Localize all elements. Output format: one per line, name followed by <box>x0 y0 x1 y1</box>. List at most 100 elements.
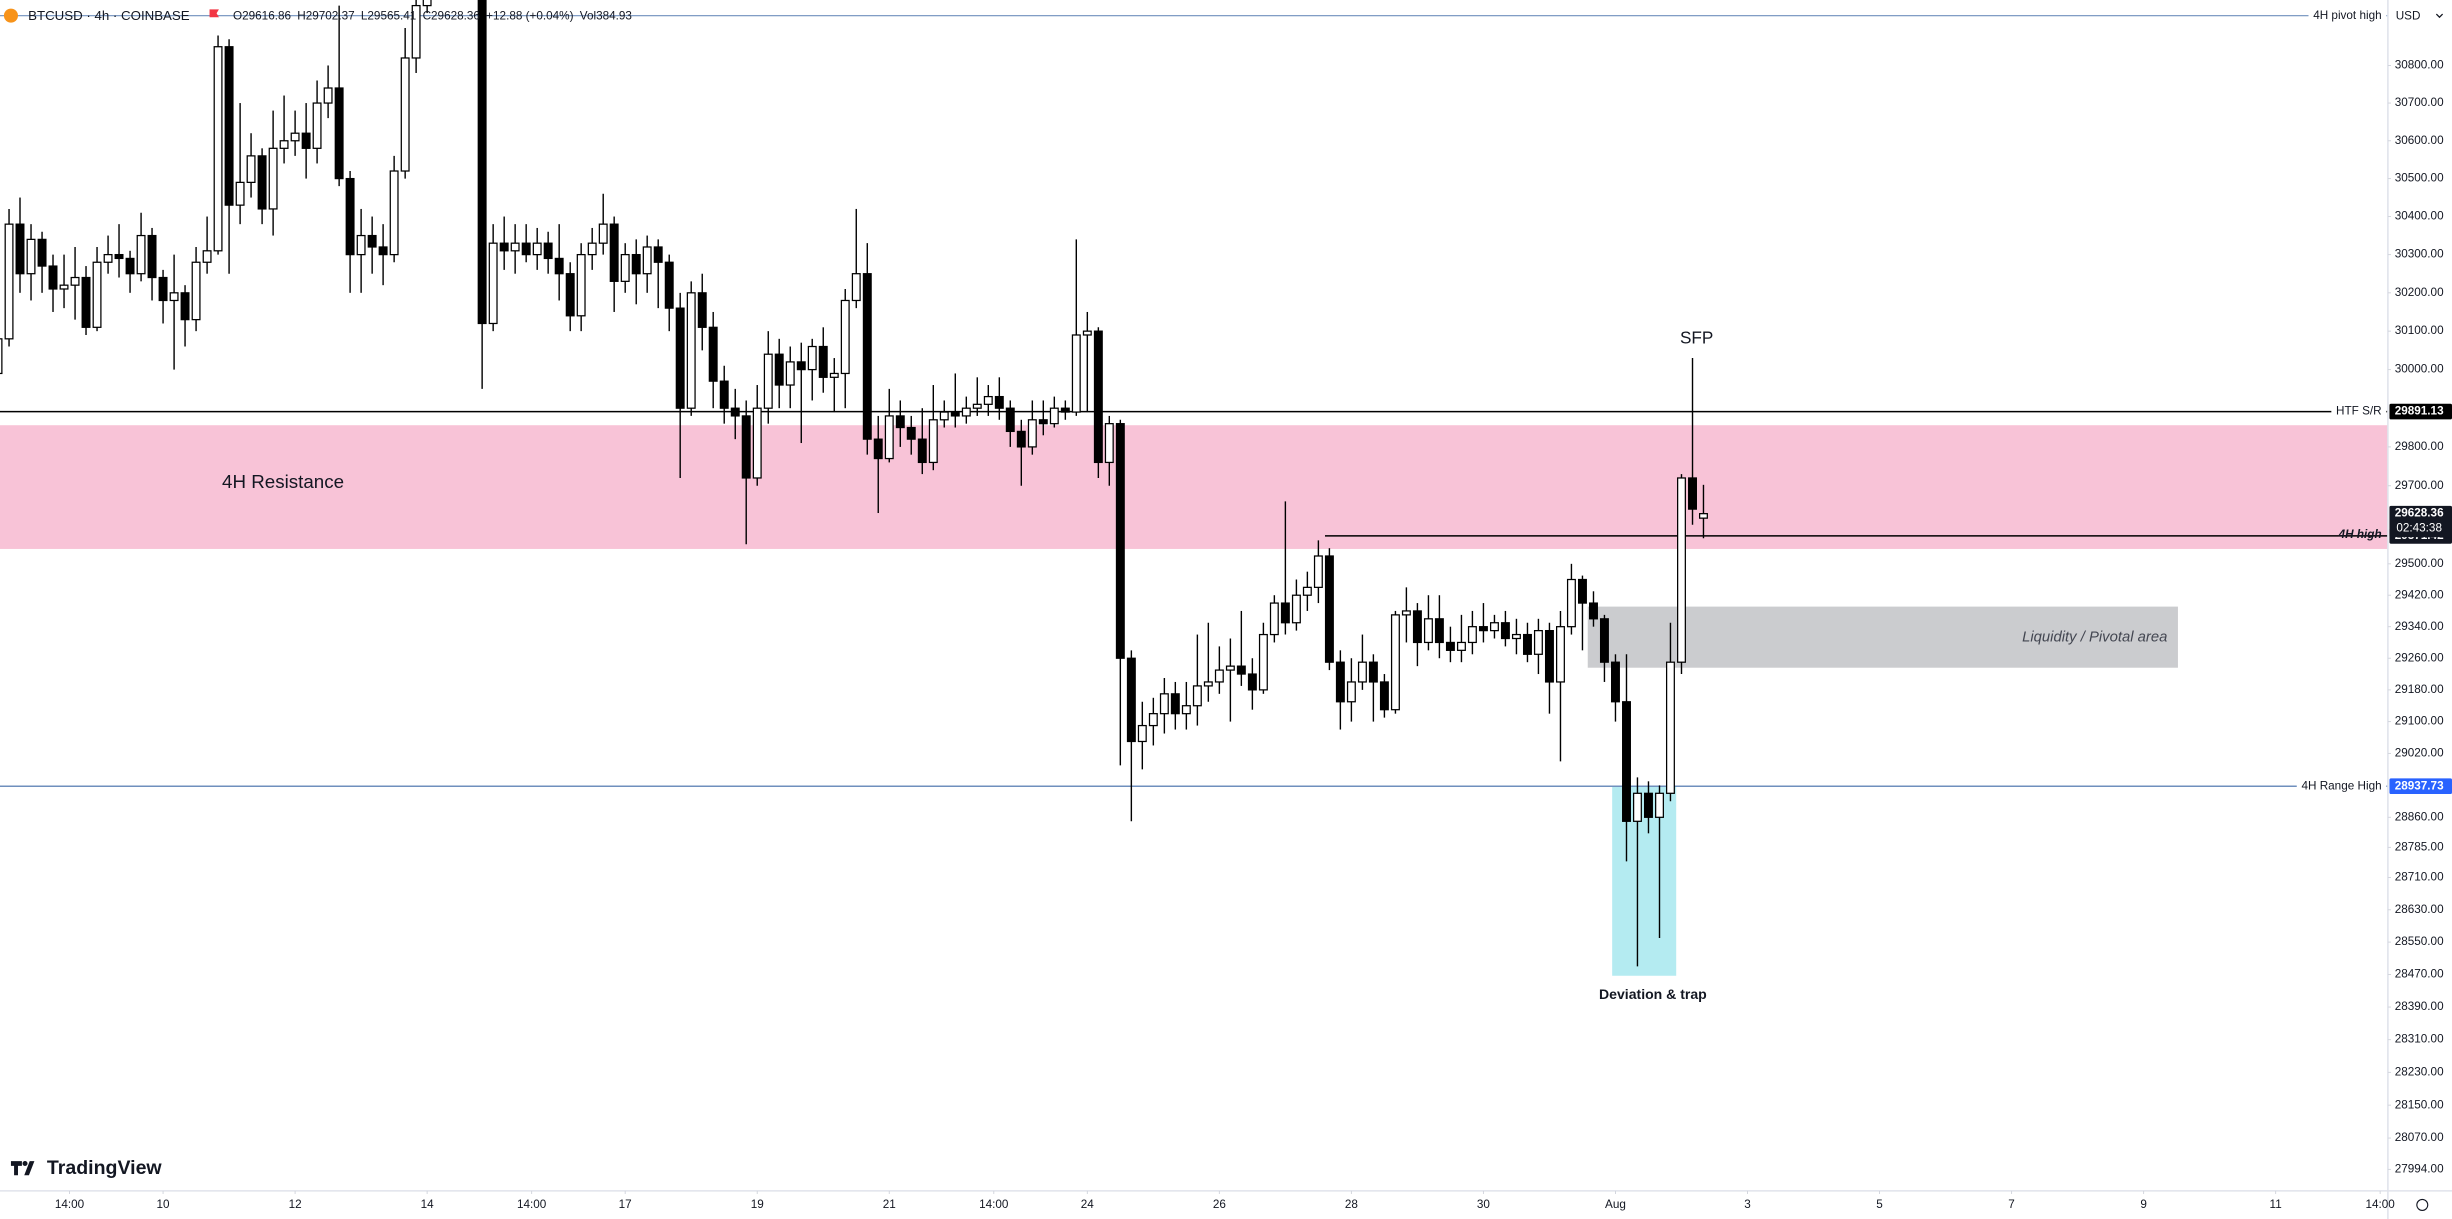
candle-body <box>829 372 839 378</box>
candle-body <box>708 326 718 382</box>
candle-body <box>477 0 487 325</box>
candle-body <box>125 257 135 275</box>
x-tick-label: 14 <box>421 1198 435 1211</box>
candle-body <box>1544 629 1554 683</box>
candle-body <box>1313 555 1323 588</box>
candle-body <box>1412 610 1422 644</box>
x-tick-label: 11 <box>2270 1198 2282 1211</box>
candle-body <box>1677 477 1686 663</box>
brand-logo-dot <box>22 1161 28 1167</box>
candle-body <box>510 242 520 252</box>
candle-body <box>565 273 575 317</box>
y-tick-label: 28470.00 <box>2395 968 2444 981</box>
candle-body <box>763 353 773 409</box>
levels <box>0 15 2388 788</box>
level-label-bg <box>2308 8 2387 22</box>
candle-body <box>279 140 289 149</box>
legend-item: H29702.37 <box>297 10 354 23</box>
level-label: 4H pivot high <box>2313 9 2381 22</box>
candle-body <box>1655 792 1664 818</box>
candle-body <box>1346 681 1356 703</box>
candle-body <box>191 261 201 321</box>
candle-body <box>0 338 3 375</box>
y-tick-label: 29260.00 <box>2395 651 2444 664</box>
zone-label: Liquidity / Pivotal area <box>2022 630 2167 646</box>
symbol-icon <box>3 8 18 23</box>
candle-body <box>1115 423 1125 659</box>
candle-body <box>675 307 685 409</box>
price-tag <box>2389 403 2452 420</box>
candle-body <box>1071 334 1081 413</box>
x-tick-label: 3 <box>1744 1198 1751 1211</box>
candle-body <box>334 87 344 180</box>
y-tick-label: 29020.00 <box>2395 747 2444 760</box>
candle-body <box>378 246 388 256</box>
y-tick-label: 28710.00 <box>2395 871 2444 884</box>
header: BTCUSD · 4h · COINBASE O29616.86 H29702.3… <box>3 3 2449 29</box>
candle-body <box>994 395 1004 409</box>
y-tick-label: 29700.00 <box>2395 479 2444 492</box>
candles <box>0 0 1708 967</box>
candle-body <box>37 238 47 267</box>
brand-logo <box>10 1161 35 1176</box>
candle-body <box>1060 407 1070 413</box>
y-tick-label: 28630.00 <box>2395 903 2444 916</box>
candle-body <box>895 415 905 429</box>
candle-body <box>169 292 179 302</box>
candle-body <box>389 170 399 256</box>
y-tick-label: 30200.00 <box>2395 286 2444 299</box>
time-axis-bg <box>0 1190 2452 1219</box>
price-tag-label: 29628.36 <box>2395 507 2444 520</box>
x-tick-label: 9 <box>2140 1198 2147 1211</box>
candle-body <box>774 353 784 386</box>
candle-body <box>26 238 36 275</box>
candle-body <box>1049 407 1059 425</box>
candle-body <box>1082 330 1092 336</box>
settings-icon[interactable] <box>2416 1198 2429 1211</box>
candle-body <box>609 223 619 282</box>
brand-name: TradingView <box>47 1157 163 1179</box>
level-label: HTF S/R <box>2336 405 2382 418</box>
candle-body <box>345 177 355 256</box>
candle-body <box>257 155 267 210</box>
symbol[interactable]: BTCUSD · 4h · COINBASE <box>28 8 190 23</box>
price-axis-bg <box>2387 0 2452 1219</box>
candle-body <box>1522 633 1532 655</box>
candle-body <box>1423 618 1433 644</box>
candle-body <box>1324 555 1334 663</box>
candle-body <box>1610 661 1620 703</box>
candle-body <box>400 57 410 172</box>
candle-body <box>917 438 927 464</box>
candle-body <box>906 426 916 440</box>
candle-body <box>1644 792 1653 818</box>
candle-body <box>103 253 113 263</box>
y-tick-label: 29420.00 <box>2395 588 2444 601</box>
x-tick-label: 14:00 <box>2365 1198 2395 1211</box>
currency-caret[interactable] <box>2435 13 2444 19</box>
x-tick-label: 26 <box>1213 1198 1226 1211</box>
x-tick-label: 14:00 <box>55 1198 85 1211</box>
candle-body <box>631 253 641 275</box>
x-tick-label: 5 <box>1876 1198 1883 1211</box>
x-tick-label: 24 <box>1081 1198 1095 1211</box>
candle-body <box>488 242 498 325</box>
candle-body <box>1005 407 1015 433</box>
y-tick-label: 30400.00 <box>2395 210 2444 223</box>
candle-body <box>664 261 674 309</box>
candle-body <box>1159 693 1169 715</box>
currency[interactable]: USD <box>2396 10 2421 23</box>
candle-body <box>367 234 377 248</box>
candle-body <box>928 419 938 464</box>
candle-body <box>1556 626 1565 683</box>
flag-icon[interactable] <box>209 9 219 18</box>
y-tick-label: 28550.00 <box>2395 935 2444 948</box>
candle-body <box>532 242 542 256</box>
candle-body <box>4 223 14 340</box>
candle-body <box>158 276 168 302</box>
candle-body <box>312 102 322 149</box>
candle-body <box>1137 724 1147 743</box>
candle-body <box>642 246 652 275</box>
y-tick-label: 28390.00 <box>2395 1000 2444 1013</box>
